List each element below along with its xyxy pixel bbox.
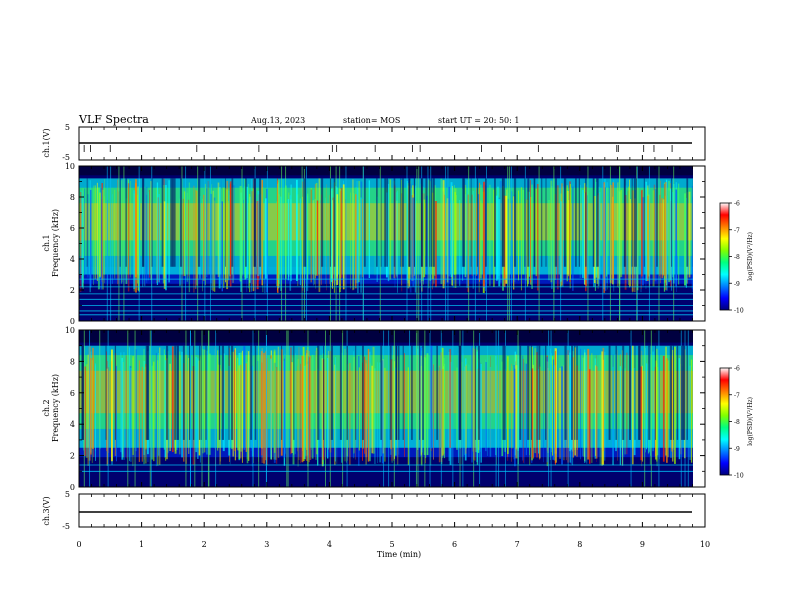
spec1-ytick-label: 8 [70,193,75,202]
cbar1-tick-label: -8 [734,254,740,261]
spec2-ytick-label: 6 [70,389,75,398]
ch2-spectrogram-panel: 0 2 4 6 8 10 ch.2 Frequency (kHz) -6 -7 -8 -9 -10… [42,326,754,492]
spec1-ytick-label: 4 [70,255,75,264]
time-tick-label: 4 [327,540,332,549]
cbar2-tick-label: -8 [734,419,740,426]
cbar1-label: log(PSD)(V²/Hz) [747,232,754,281]
ch1-channel-label: ch.1 [42,234,51,251]
cbar2-tick-label: -9 [734,446,740,453]
time-tick-label: 8 [577,540,582,549]
ch1-voltage-panel: 5 -5 ch.1(V) [42,123,706,162]
time-tick-label: 3 [264,540,269,549]
cbar1-tick-label: -7 [734,227,740,234]
spec2-ytick-label: 10 [65,326,75,335]
start-time-label: start UT = 20: 50: 1 [438,116,519,125]
cbar2-label: log(PSD)(V²/Hz) [747,397,754,446]
spec1-ytick-label: 10 [65,162,75,171]
cbar2-tick-label: -6 [734,366,740,373]
time-tick-label: 7 [515,540,520,549]
cbar2-tick-label: -10 [734,473,744,480]
ch1-ytick-bottom: -5 [62,153,70,162]
figure-title: VLF Spectra [78,113,149,126]
cbar1-tick-label: -6 [734,201,740,208]
spec1-ytick-label: 2 [70,286,75,295]
ch1-frequency-ylabel: Frequency (kHz) [51,209,60,277]
spec2-ytick-label: 4 [70,420,75,429]
time-tick-label: 9 [640,540,645,549]
cbar1-scale [719,202,730,311]
ch2-channel-label: ch.2 [42,399,51,416]
spec2-ytick-label: 8 [70,357,75,366]
ch3-voltage-panel: 5 -5 ch.3(V) [42,490,706,531]
cbar2-tick-label: -7 [734,392,740,399]
ch1-ytick-top: 5 [65,123,70,132]
time-tick-label: 5 [389,540,394,549]
ch1-voltage-ylabel: ch.1(V) [42,128,51,157]
cbar2-scale [719,367,730,476]
ch2-frequency-ylabel: Frequency (kHz) [51,374,60,442]
spec1-ytick-label: 0 [70,317,75,326]
cbar1-tick-label: -10 [734,308,744,315]
ch3-ytick-top: 5 [65,490,70,499]
spec1-ytick-label: 6 [70,224,75,233]
time-axis-label: Time (min) [377,550,421,559]
time-tick-label: 2 [202,540,207,549]
time-axis: 0 1 2 3 4 5 6 7 8 9 10 [76,540,710,549]
ch2-colorbar: -6 -7 -8 -9 -10 log(PSD)(V²/Hz) [719,366,754,480]
time-tick-label: 1 [139,540,144,549]
time-tick-label: 6 [452,540,457,549]
date-label: Aug.13, 2023 [250,116,305,125]
ch1-spectrogram-panel: 0 2 4 6 8 10 ch.1 Frequency (kHz) -6 -7 -8 -9 -10… [42,162,754,326]
cbar1-tick-label: -9 [734,281,740,288]
ch1-colorbar: -6 -7 -8 -9 -10 log(PSD)(V²/Hz) [719,201,754,315]
spec2-ytick-label: 2 [70,452,75,461]
spec2-ytick-label: 0 [70,483,75,492]
time-tick-label: 0 [76,540,81,549]
time-tick-label: 10 [700,540,710,549]
station-label: station= MOS [343,116,400,125]
ch3-ytick-bottom: -5 [62,522,70,531]
ch3-voltage-ylabel: ch.3(V) [42,496,51,525]
